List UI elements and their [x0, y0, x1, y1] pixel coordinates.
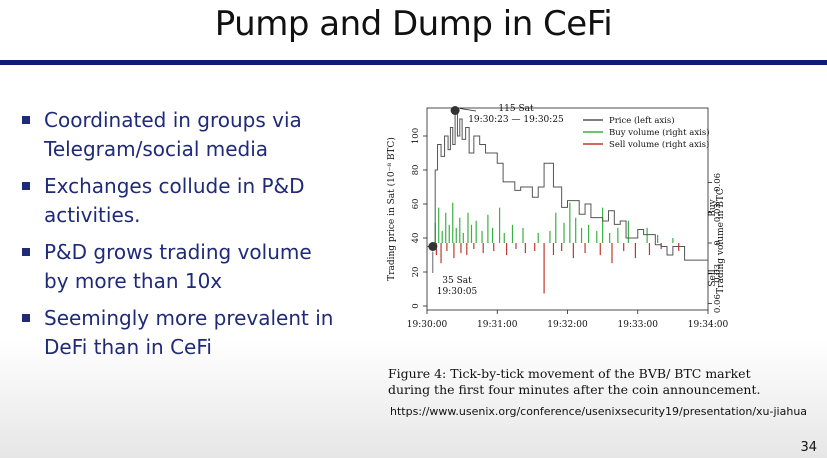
figure-caption: Figure 4: Tick-by-tick movement of the B…	[388, 366, 761, 397]
bullet-text: Exchanges collude in P&D activities.	[44, 174, 305, 227]
annotation-peak-time: 19:30:23 — 19:30:25	[468, 115, 564, 125]
price-volume-chart: 19:30:00 19:31:00 19:32:00 19:33:00 19:34:00…	[386, 104, 729, 330]
price-line	[427, 110, 708, 261]
marked-point	[450, 106, 460, 115]
y-right-tick-label: 0.03	[713, 203, 723, 222]
bullet-marker	[22, 314, 30, 322]
bullet-item: Seemingly more prevalent in DeFi than in…	[20, 304, 340, 362]
y-left-tick-label: 20	[411, 267, 421, 278]
y-left-axis-label: Trading price in Sat (10⁻⁸ BTC)	[386, 137, 397, 281]
title-divider	[0, 60, 827, 65]
x-tick-label: 19:30:00	[407, 320, 448, 330]
marked-point	[428, 242, 438, 251]
y-left-tick-label: 100	[411, 128, 421, 144]
x-tick-label: 19:32:00	[547, 320, 588, 330]
annotation-peak-price: 115 Sat	[498, 104, 534, 114]
annotation-pointer	[460, 108, 477, 112]
bullet-item: Exchanges collude in P&D activities.	[20, 172, 340, 230]
source-link[interactable]: https://www.usenix.org/conference/usenix…	[390, 405, 808, 418]
annotation-low-time: 19:30:05	[437, 287, 478, 297]
slide-title: Pump and Dump in CeFi	[214, 4, 613, 44]
y-right-tick-label: 0.03	[713, 264, 723, 283]
y-right-tick-label: 0.06	[713, 173, 723, 192]
x-tick-label: 19:33:00	[618, 320, 659, 330]
x-tick-label: 19:34:00	[688, 320, 729, 330]
y-right-tick-label: 0	[713, 240, 723, 245]
y-left-tick-label: 80	[411, 165, 421, 176]
legend-label: Buy volume (right axis)	[609, 127, 710, 138]
annotation-low-price: 35 Sat	[442, 276, 472, 286]
y-left-tick-label: 40	[411, 233, 421, 244]
legend-label: Sell volume (right axis)	[609, 139, 709, 150]
bullet-item: P&D grows trading volume by more than 10…	[20, 238, 340, 296]
y-left-tick-label: 60	[411, 199, 421, 210]
bullet-text: Coordinated in groups via Telegram/socia…	[44, 108, 302, 161]
buy-axis-label: Buy	[708, 198, 718, 216]
bullet-marker	[22, 182, 30, 190]
bullet-text: Seemingly more prevalent in DeFi than in…	[44, 306, 334, 359]
legend-label: Price (left axis)	[609, 115, 675, 126]
bullet-list: Coordinated in groups via Telegram/socia…	[20, 106, 340, 370]
bullet-item: Coordinated in groups via Telegram/socia…	[20, 106, 340, 164]
bullet-marker	[22, 248, 30, 256]
y-left-tick-label: 0	[411, 303, 421, 308]
x-tick-label: 19:31:00	[477, 320, 518, 330]
sell-axis-label: Sell	[708, 269, 718, 286]
y-right-tick-label: 0.06	[713, 294, 723, 313]
bullet-marker	[22, 116, 30, 124]
y-right-axis-label: Trading volume in BTC	[716, 188, 726, 294]
price-volume-figure: 19:30:00 19:31:00 19:32:00 19:33:00 19:34:00…	[380, 98, 730, 360]
bullet-text: P&D grows trading volume by more than 10…	[44, 240, 312, 293]
page-number: 34	[800, 440, 817, 455]
